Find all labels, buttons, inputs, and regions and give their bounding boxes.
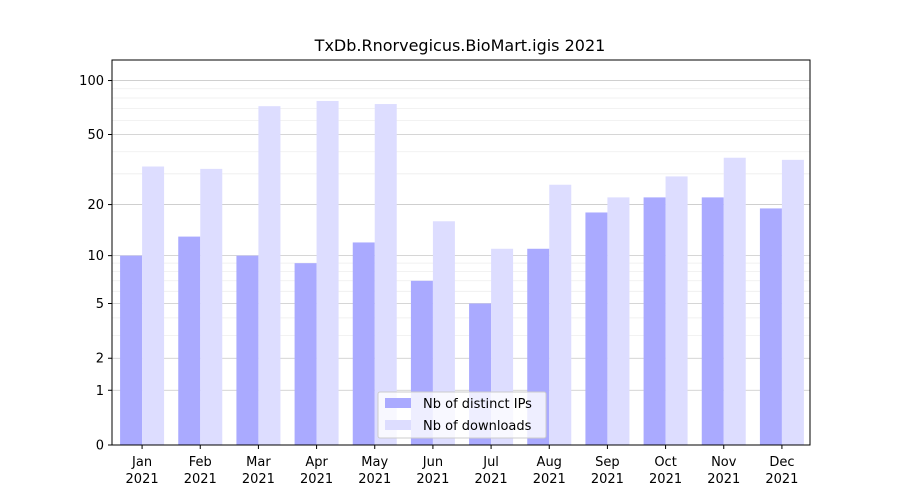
legend: Nb of distinct IPs Nb of downloads	[377, 391, 547, 439]
x-tick-label-year: 2021	[358, 472, 391, 487]
x-tick-label-year: 2021	[184, 472, 217, 487]
bar-distinct-ips	[352, 242, 375, 445]
chart-title: TxDb.Rnorvegicus.BioMart.igis 2021	[314, 36, 606, 55]
legend-swatch-downloads	[385, 420, 411, 430]
bar-distinct-ips	[178, 236, 201, 445]
bar-downloads	[258, 106, 281, 445]
x-tick-label-month: May	[361, 455, 388, 470]
x-axis: Jan 2021 Feb 2021 Mar 2021 Apr 2021 May 2021 Jun 20…	[126, 445, 798, 487]
x-tick-label-month: Sep	[595, 455, 620, 470]
y-tick-label: 2	[96, 352, 104, 367]
legend-label-ips: Nb of distinct IPs	[423, 397, 532, 412]
x-tick-label-month: Apr	[305, 455, 328, 470]
bar-downloads	[432, 221, 455, 445]
bar-downloads	[665, 176, 688, 445]
y-axis: 0 1 2 5 10 20 50 100	[79, 74, 112, 454]
x-tick-label-year: 2021	[707, 472, 740, 487]
y-tick-label: 10	[87, 249, 104, 264]
x-tick-label-year: 2021	[649, 472, 682, 487]
legend-label-downloads: Nb of downloads	[423, 419, 532, 434]
x-tick-label-month: Dec	[769, 455, 794, 470]
bar-downloads	[316, 100, 339, 445]
x-tick-label-month: Oct	[654, 455, 676, 470]
x-tick-label-month: Jul	[482, 455, 499, 470]
bar-distinct-ips	[120, 255, 143, 445]
bar-distinct-ips	[236, 255, 259, 445]
y-tick-label: 5	[96, 297, 104, 312]
x-tick-label-month: Aug	[537, 455, 562, 470]
legend-box	[377, 391, 547, 439]
x-tick-label-year: 2021	[475, 472, 508, 487]
x-tick-label-month: Jun	[422, 455, 443, 470]
x-tick-label-year: 2021	[765, 472, 798, 487]
plot-frame	[111, 59, 811, 446]
bar-downloads	[607, 197, 630, 445]
bar-distinct-ips	[585, 212, 608, 445]
x-tick-label-month: Jan	[131, 455, 152, 470]
bar-downloads	[374, 104, 397, 446]
x-tick-label-year: 2021	[300, 472, 333, 487]
bar-distinct-ips	[643, 197, 666, 445]
bar-downloads	[549, 184, 572, 445]
bar-distinct-ips	[701, 197, 724, 445]
x-tick-label-year: 2021	[416, 472, 449, 487]
y-tick-label: 100	[79, 74, 104, 89]
x-tick-label-year: 2021	[533, 472, 566, 487]
x-tick-label-month: Mar	[246, 455, 271, 470]
bar-distinct-ips	[294, 263, 317, 445]
bar-downloads	[200, 168, 223, 445]
x-tick-label-year: 2021	[242, 472, 275, 487]
x-tick-label-month: Feb	[189, 455, 212, 470]
y-tick-label: 20	[87, 198, 104, 213]
bar-distinct-ips	[759, 208, 782, 445]
x-tick-label-year: 2021	[126, 472, 159, 487]
y-tick-label: 50	[87, 128, 104, 143]
y-tick-label: 0	[96, 439, 104, 454]
bar-downloads	[142, 166, 165, 445]
x-tick-label-year: 2021	[591, 472, 624, 487]
x-tick-label-month: Nov	[711, 455, 737, 470]
bar-downloads	[723, 157, 746, 445]
y-tick-label: 1	[96, 384, 104, 399]
legend-swatch-ips	[385, 398, 411, 408]
bar-downloads	[781, 159, 804, 445]
